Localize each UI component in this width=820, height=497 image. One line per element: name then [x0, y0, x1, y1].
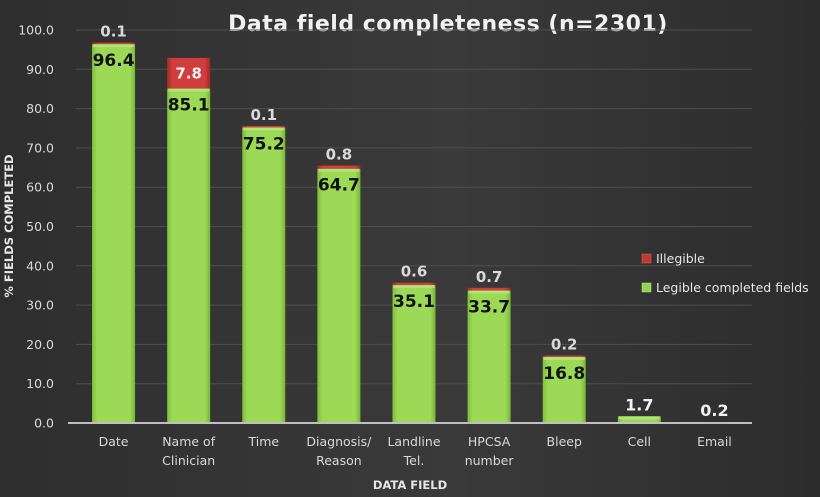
x-axis-categories: Date Name of Clinician Time Diagnosis/Reason… — [99, 434, 732, 468]
x-category-label: number — [465, 453, 515, 468]
bars: 96.4 0.1 85.1 7.8 75.2 0.1 64.7 0.8 35.1 0.6 33.7 0… — [92, 23, 736, 424]
bar-legible — [92, 44, 136, 423]
data-label-legible: 16.8 — [543, 364, 585, 384]
x-category-label: Diagnosis/ — [306, 434, 372, 449]
x-category-label: Email — [697, 434, 732, 449]
bar-legible — [467, 290, 511, 423]
y-tick-label: 40.0 — [26, 258, 54, 273]
bar-illegible — [92, 42, 136, 45]
data-label-legible: 85.1 — [168, 96, 210, 116]
bar-legible-highlight — [393, 285, 435, 289]
bar-legible — [167, 88, 211, 423]
bar-legible-highlight — [543, 356, 585, 360]
data-label-illegible: 7.8 — [175, 65, 202, 83]
legend-label-legible: Legible completed fields — [656, 280, 809, 295]
x-category-label: Name of — [162, 434, 215, 449]
bar-illegible — [242, 125, 286, 128]
bar-legible — [242, 127, 286, 424]
bar-legible-highlight — [93, 44, 135, 48]
chart-title: Data field completeness (n=2301) — [228, 12, 668, 37]
bar-illegible — [317, 165, 361, 169]
legend: Illegible Legible completed fields — [641, 251, 809, 295]
data-label-legible: 64.7 — [318, 176, 360, 196]
x-category-label: Tel. — [403, 453, 425, 468]
x-category-label: Landline — [387, 434, 440, 449]
bar-legible-highlight — [468, 290, 510, 294]
data-label-illegible: 0.7 — [476, 268, 503, 286]
data-label-legible: 75.2 — [243, 134, 285, 154]
y-axis-title: % FIELDS COMPLETED — [2, 154, 16, 297]
legend-swatch-legible — [641, 282, 652, 293]
data-label-illegible: 0.1 — [100, 23, 127, 41]
y-tick-label: 30.0 — [26, 298, 54, 313]
y-tick-label: 50.0 — [26, 219, 54, 234]
bar-legible — [317, 168, 361, 423]
bar-legible — [392, 285, 436, 423]
legend-swatch-illegible — [641, 253, 652, 264]
x-category-label: HPCSA — [468, 434, 511, 449]
data-label-legible: 35.1 — [393, 292, 435, 312]
y-axis-ticks: 0.0 10.0 20.0 30.0 40.0 50.0 60.0 70.0 80.0 90.0 1… — [18, 23, 54, 431]
x-category-label: Cell — [628, 434, 651, 449]
y-tick-label: 0.0 — [34, 416, 54, 431]
bar-legible-highlight — [243, 127, 285, 131]
y-tick-label: 90.0 — [26, 62, 54, 77]
x-category-label: Date — [99, 434, 129, 449]
bar-illegible — [542, 355, 586, 357]
bar-legible-highlight — [168, 88, 210, 92]
y-tick-label: 60.0 — [26, 180, 54, 195]
bar-illegible — [167, 57, 211, 89]
bar-legible-highlight — [618, 416, 660, 420]
bar-legible-highlight — [318, 168, 360, 172]
data-label-legible: 33.7 — [468, 298, 510, 318]
x-category-label: Bleep — [547, 434, 582, 449]
bar-illegible — [392, 282, 436, 286]
bar-illegible — [467, 287, 511, 291]
legend-label-illegible: Illegible — [656, 251, 705, 266]
data-label-illegible: 0.2 — [551, 335, 578, 353]
x-category-label: Clinician — [162, 453, 215, 468]
x-category-label: Reason — [316, 453, 362, 468]
data-label-legible: 1.7 — [625, 395, 653, 414]
x-category-label: Time — [247, 434, 279, 449]
data-label-illegible: 0.8 — [326, 146, 353, 164]
data-label-illegible: 0.1 — [250, 106, 277, 124]
x-axis-title: DATA FIELD — [373, 478, 447, 492]
y-tick-label: 100.0 — [18, 23, 54, 38]
y-tick-label: 80.0 — [26, 101, 54, 116]
data-label-illegible: 0.6 — [401, 263, 428, 281]
y-tick-label: 70.0 — [26, 140, 54, 155]
bar-legible — [617, 416, 661, 423]
bar-legible — [542, 356, 586, 423]
y-tick-label: 20.0 — [26, 337, 54, 352]
data-label-legible: 96.4 — [93, 51, 135, 71]
data-label-legible: 0.2 — [700, 401, 728, 420]
y-tick-label: 10.0 — [26, 376, 54, 391]
